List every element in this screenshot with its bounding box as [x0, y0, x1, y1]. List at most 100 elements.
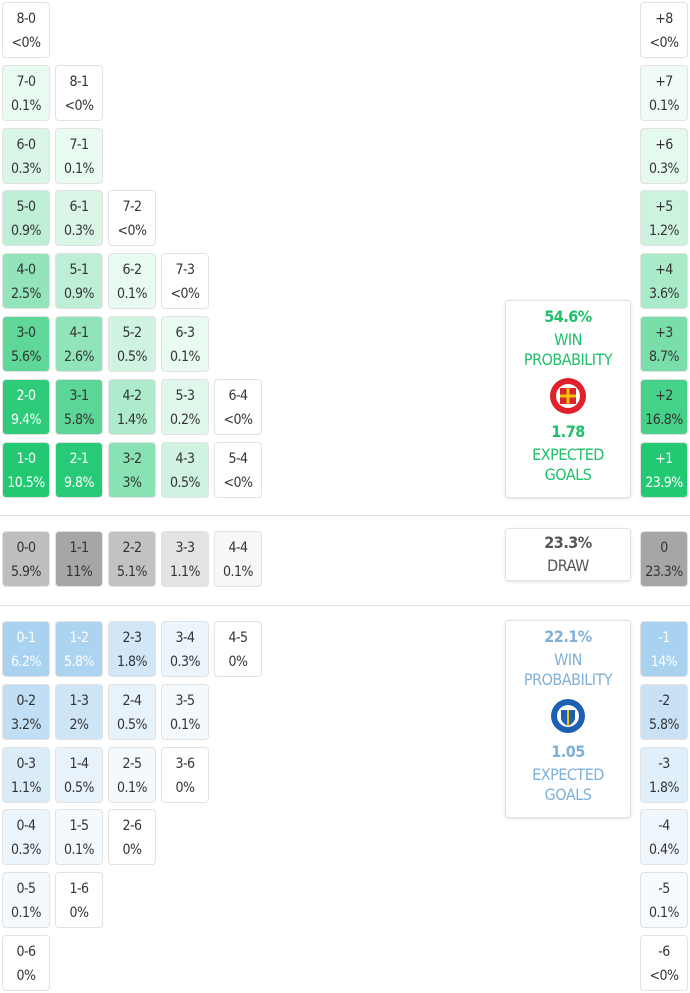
probability: <0% — [649, 968, 679, 984]
home-summary: 54.6% WIN PROBABILITY 1.78 EXPECTED GOAL… — [505, 300, 631, 498]
score-cell: 1-2 5.8% — [55, 621, 103, 677]
score: +3 — [655, 325, 673, 341]
score: -5 — [658, 881, 670, 898]
score: 8-1 — [69, 73, 89, 90]
score-cell: 7-2 <0% — [108, 190, 156, 247]
probability: <0% — [223, 411, 253, 428]
score-cell: 1-5 0.1% — [55, 809, 103, 866]
score-cell: 7-0 0.1% — [2, 64, 50, 121]
score: -6 — [658, 944, 670, 960]
score: 0 — [660, 540, 668, 556]
score-cell: 6-3 0.1% — [161, 316, 209, 372]
probability: 0.5% — [117, 716, 148, 733]
probability: 3% — [122, 474, 142, 491]
score-cell: 2-5 0.1% — [108, 746, 156, 803]
score-cell: 0-4 0.3% — [2, 809, 50, 866]
away-summary: 22.1% WIN PROBABILITY 1.05 EXPECTED GOAL… — [505, 620, 631, 818]
score-cell: 0-1 6.2% — [2, 621, 50, 677]
probability: 5.6% — [11, 349, 42, 365]
score-cell: 0-0 5.9% — [2, 531, 50, 587]
probability: 0% — [122, 842, 142, 859]
separator — [0, 605, 690, 606]
score-cell: 4-0 2.5% — [2, 253, 50, 310]
score: 3-4 — [175, 630, 195, 646]
score: 2-5 — [122, 755, 142, 772]
score-cell: 6-1 0.3% — [55, 190, 103, 247]
score-cell: 8-1 <0% — [55, 64, 103, 121]
probability: 1.4% — [117, 411, 148, 428]
probability: 1.8% — [649, 779, 680, 796]
score: 6-3 — [175, 325, 195, 341]
probability: 0.3% — [649, 160, 680, 177]
probability: 0.2% — [170, 411, 201, 428]
probability: 5.1% — [117, 564, 148, 580]
score-cell: 2-2 5.1% — [108, 531, 156, 587]
score: 4-3 — [175, 450, 195, 467]
probability: 3.2% — [11, 716, 42, 733]
score-cell: 1-1 11% — [55, 531, 103, 587]
score-cell: -3 1.8% — [640, 746, 688, 803]
score: 5-4 — [228, 450, 248, 467]
probability: 0.1% — [11, 905, 42, 922]
draw-summary: 23.3% DRAW — [505, 528, 631, 581]
score-cell: 5-2 0.5% — [108, 316, 156, 372]
score: 3-2 — [122, 450, 142, 467]
score: 5-0 — [16, 199, 36, 216]
score-cell: 1-3 2% — [55, 683, 103, 740]
probability: 0.1% — [649, 97, 680, 114]
score: -3 — [658, 755, 670, 772]
probability: 0.1% — [117, 779, 148, 796]
score-cell: -1 14% — [640, 621, 688, 677]
score-cell: +4 3.6% — [640, 253, 688, 310]
probability: 2.5% — [11, 286, 42, 303]
probability: 9.4% — [11, 411, 42, 428]
score: -2 — [658, 692, 670, 709]
probability: 0.1% — [170, 349, 201, 365]
score-cell: 3-2 3% — [108, 441, 156, 498]
probability: 0.3% — [11, 842, 42, 859]
probability: 16.8% — [645, 411, 683, 428]
expected-goals-label: EXPECTED GOALS — [532, 445, 604, 484]
probability: 9.8% — [64, 474, 95, 491]
score: 0-4 — [16, 818, 36, 835]
score: 4-4 — [228, 540, 248, 556]
draw-label: DRAW — [547, 556, 589, 575]
score: +7 — [655, 73, 673, 90]
probability: 0.3% — [64, 223, 95, 240]
expected-goals: 1.78 — [551, 422, 585, 441]
score: 5-3 — [175, 387, 195, 404]
probability: 10.5% — [7, 474, 45, 491]
home-crest — [550, 378, 586, 414]
probability: <0% — [117, 223, 147, 240]
score-cell: -4 0.4% — [640, 809, 688, 866]
score-cell: -5 0.1% — [640, 872, 688, 929]
score-cell: 0-3 1.1% — [2, 746, 50, 803]
probability: 14% — [650, 654, 678, 670]
score: 2-3 — [122, 630, 142, 646]
probability: 11% — [65, 564, 93, 580]
score-cell: 5-3 0.2% — [161, 378, 209, 435]
probability: 0% — [69, 905, 89, 922]
score: 0-6 — [16, 944, 36, 960]
score-cell: 7-3 <0% — [161, 253, 209, 310]
probability: 0.1% — [64, 842, 95, 859]
score: +5 — [655, 199, 673, 216]
score: 3-1 — [69, 387, 89, 404]
score: 6-0 — [16, 136, 36, 153]
score-cell: 7-1 0.1% — [55, 127, 103, 184]
score: 6-2 — [122, 262, 142, 279]
score: 0-3 — [16, 755, 36, 772]
score-cell: 8-0 <0% — [2, 2, 50, 58]
win-probability: 22.1% — [544, 627, 592, 646]
score-cell: 3-0 5.6% — [2, 316, 50, 372]
probability: 8.7% — [649, 349, 680, 365]
probability: 23.3% — [645, 564, 683, 580]
probability: 5.9% — [11, 564, 42, 580]
score-cell: 3-6 0% — [161, 746, 209, 803]
score-cell: 3-3 1.1% — [161, 531, 209, 587]
probability: 1.2% — [649, 223, 680, 240]
score-cell: 6-0 0.3% — [2, 127, 50, 184]
score: 5-1 — [69, 262, 89, 279]
score: 0-5 — [16, 881, 36, 898]
score-cell: 5-1 0.9% — [55, 253, 103, 310]
